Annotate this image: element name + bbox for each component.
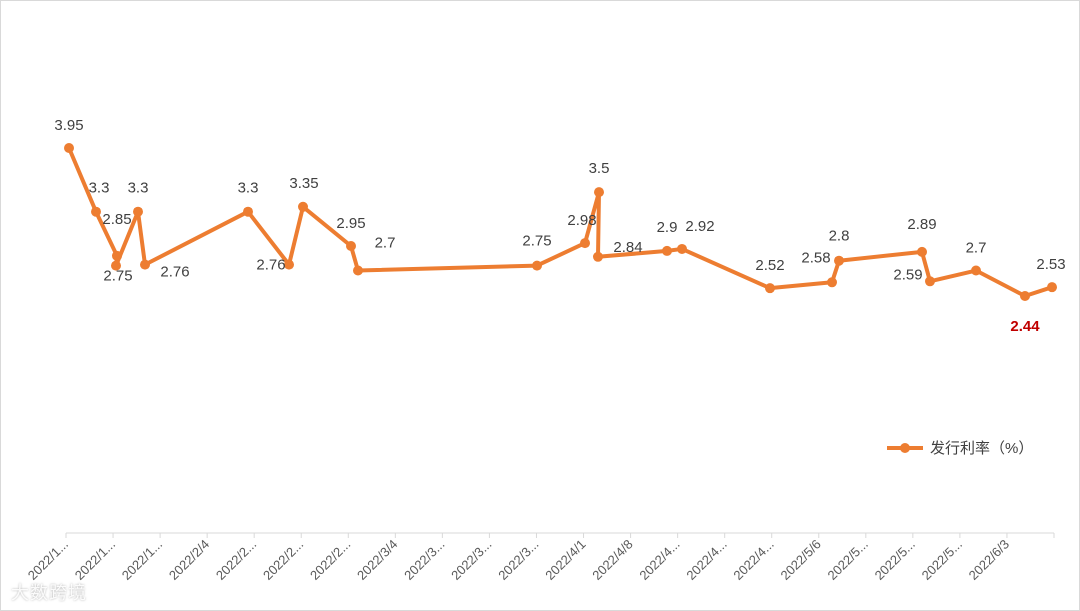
x-tick-label: 2022/3/4 [354,537,400,583]
data-label: 2.84 [613,239,642,256]
data-point [662,245,672,256]
data-point [243,206,253,217]
data-point [827,277,837,288]
x-tick-label: 2022/2/4 [166,537,212,583]
x-tick-label: 2022/1... [25,537,71,583]
data-label: 3.3 [128,180,149,197]
data-label: 3.35 [289,175,318,192]
data-point [346,241,356,252]
x-tick-label: 2022/4... [730,537,776,583]
data-label: 2.92 [685,218,714,235]
x-tick-label: 2022/2... [213,537,259,583]
data-label: 2.76 [160,264,189,281]
x-tick-label: 2022/5... [825,537,871,583]
data-label: 2.75 [522,233,551,250]
data-label: 3.3 [238,180,259,197]
data-point [834,255,844,266]
data-point [1047,282,1057,293]
data-point [298,201,308,212]
data-point [917,246,927,257]
x-tick-label: 2022/3... [448,537,494,583]
x-tick-label: 2022/5... [919,537,965,583]
data-label: 2.7 [966,240,987,257]
data-label: 2.95 [336,215,365,232]
data-point [133,206,143,217]
data-point [112,250,122,261]
x-tick-label: 2022/2... [260,537,306,583]
data-point [91,206,101,217]
x-tick-label: 2022/1... [72,537,118,583]
data-label: 2.75 [103,268,132,285]
x-tick-label: 2022/5/6 [777,537,823,583]
data-label: 3.5 [589,160,610,177]
data-point [594,187,604,198]
data-label: 2.8 [829,228,850,245]
x-tick-label: 2022/4... [636,537,682,583]
data-point [284,259,294,270]
data-label: 2.52 [755,257,784,274]
series-points-layer [64,143,1057,301]
data-label: 2.89 [907,216,936,233]
x-axis: 2022/1... 2022/1... 2022/1... 2022/2/4 2022/… [25,532,1055,583]
data-point [111,260,121,271]
x-tick-label: 2022/4... [683,537,729,583]
legend-label: 发行利率（%） [930,440,1033,457]
data-point [1020,291,1030,301]
x-tick-label: 2022/3... [401,537,447,583]
data-label-min: 2.44 [1010,318,1040,335]
data-point [971,265,981,276]
data-point [64,143,74,153]
data-label: 2.53 [1036,256,1065,273]
data-point [925,276,935,287]
x-tick-label: 2022/3... [495,537,541,583]
data-label: 2.7 [375,235,396,252]
data-label: 2.58 [801,249,830,266]
x-tick-label: 2022/5... [872,537,918,583]
data-label: 2.76 [256,257,285,274]
data-label: 2.59 [893,266,922,283]
data-point [677,243,687,254]
data-point [140,259,150,270]
data-point [353,265,363,276]
data-labels-layer: 3.95 3.3 2.85 2.75 3.3 2.76 3.3 2.76 3.35 2.95 2.7… [54,117,1065,335]
data-label: 2.85 [102,211,131,228]
data-label: 2.98 [567,212,596,229]
watermark-text: 大数跨境 [11,583,87,603]
x-tick-label: 2022/4/8 [589,537,635,583]
data-label: 3.95 [54,117,83,134]
x-tick-label: 2022/6/3 [966,537,1012,583]
legend: 发行利率（%） [887,440,1033,457]
data-point [580,238,590,249]
legend-marker-swatch [900,443,910,453]
data-point [532,260,542,271]
data-label: 2.9 [657,219,678,236]
data-label: 3.3 [89,180,110,197]
x-tick-label: 2022/4/1 [542,537,588,583]
data-point [765,283,775,294]
data-point [593,251,603,262]
x-tick-label: 2022/2... [307,537,353,583]
x-tick-label: 2022/1... [119,537,165,583]
